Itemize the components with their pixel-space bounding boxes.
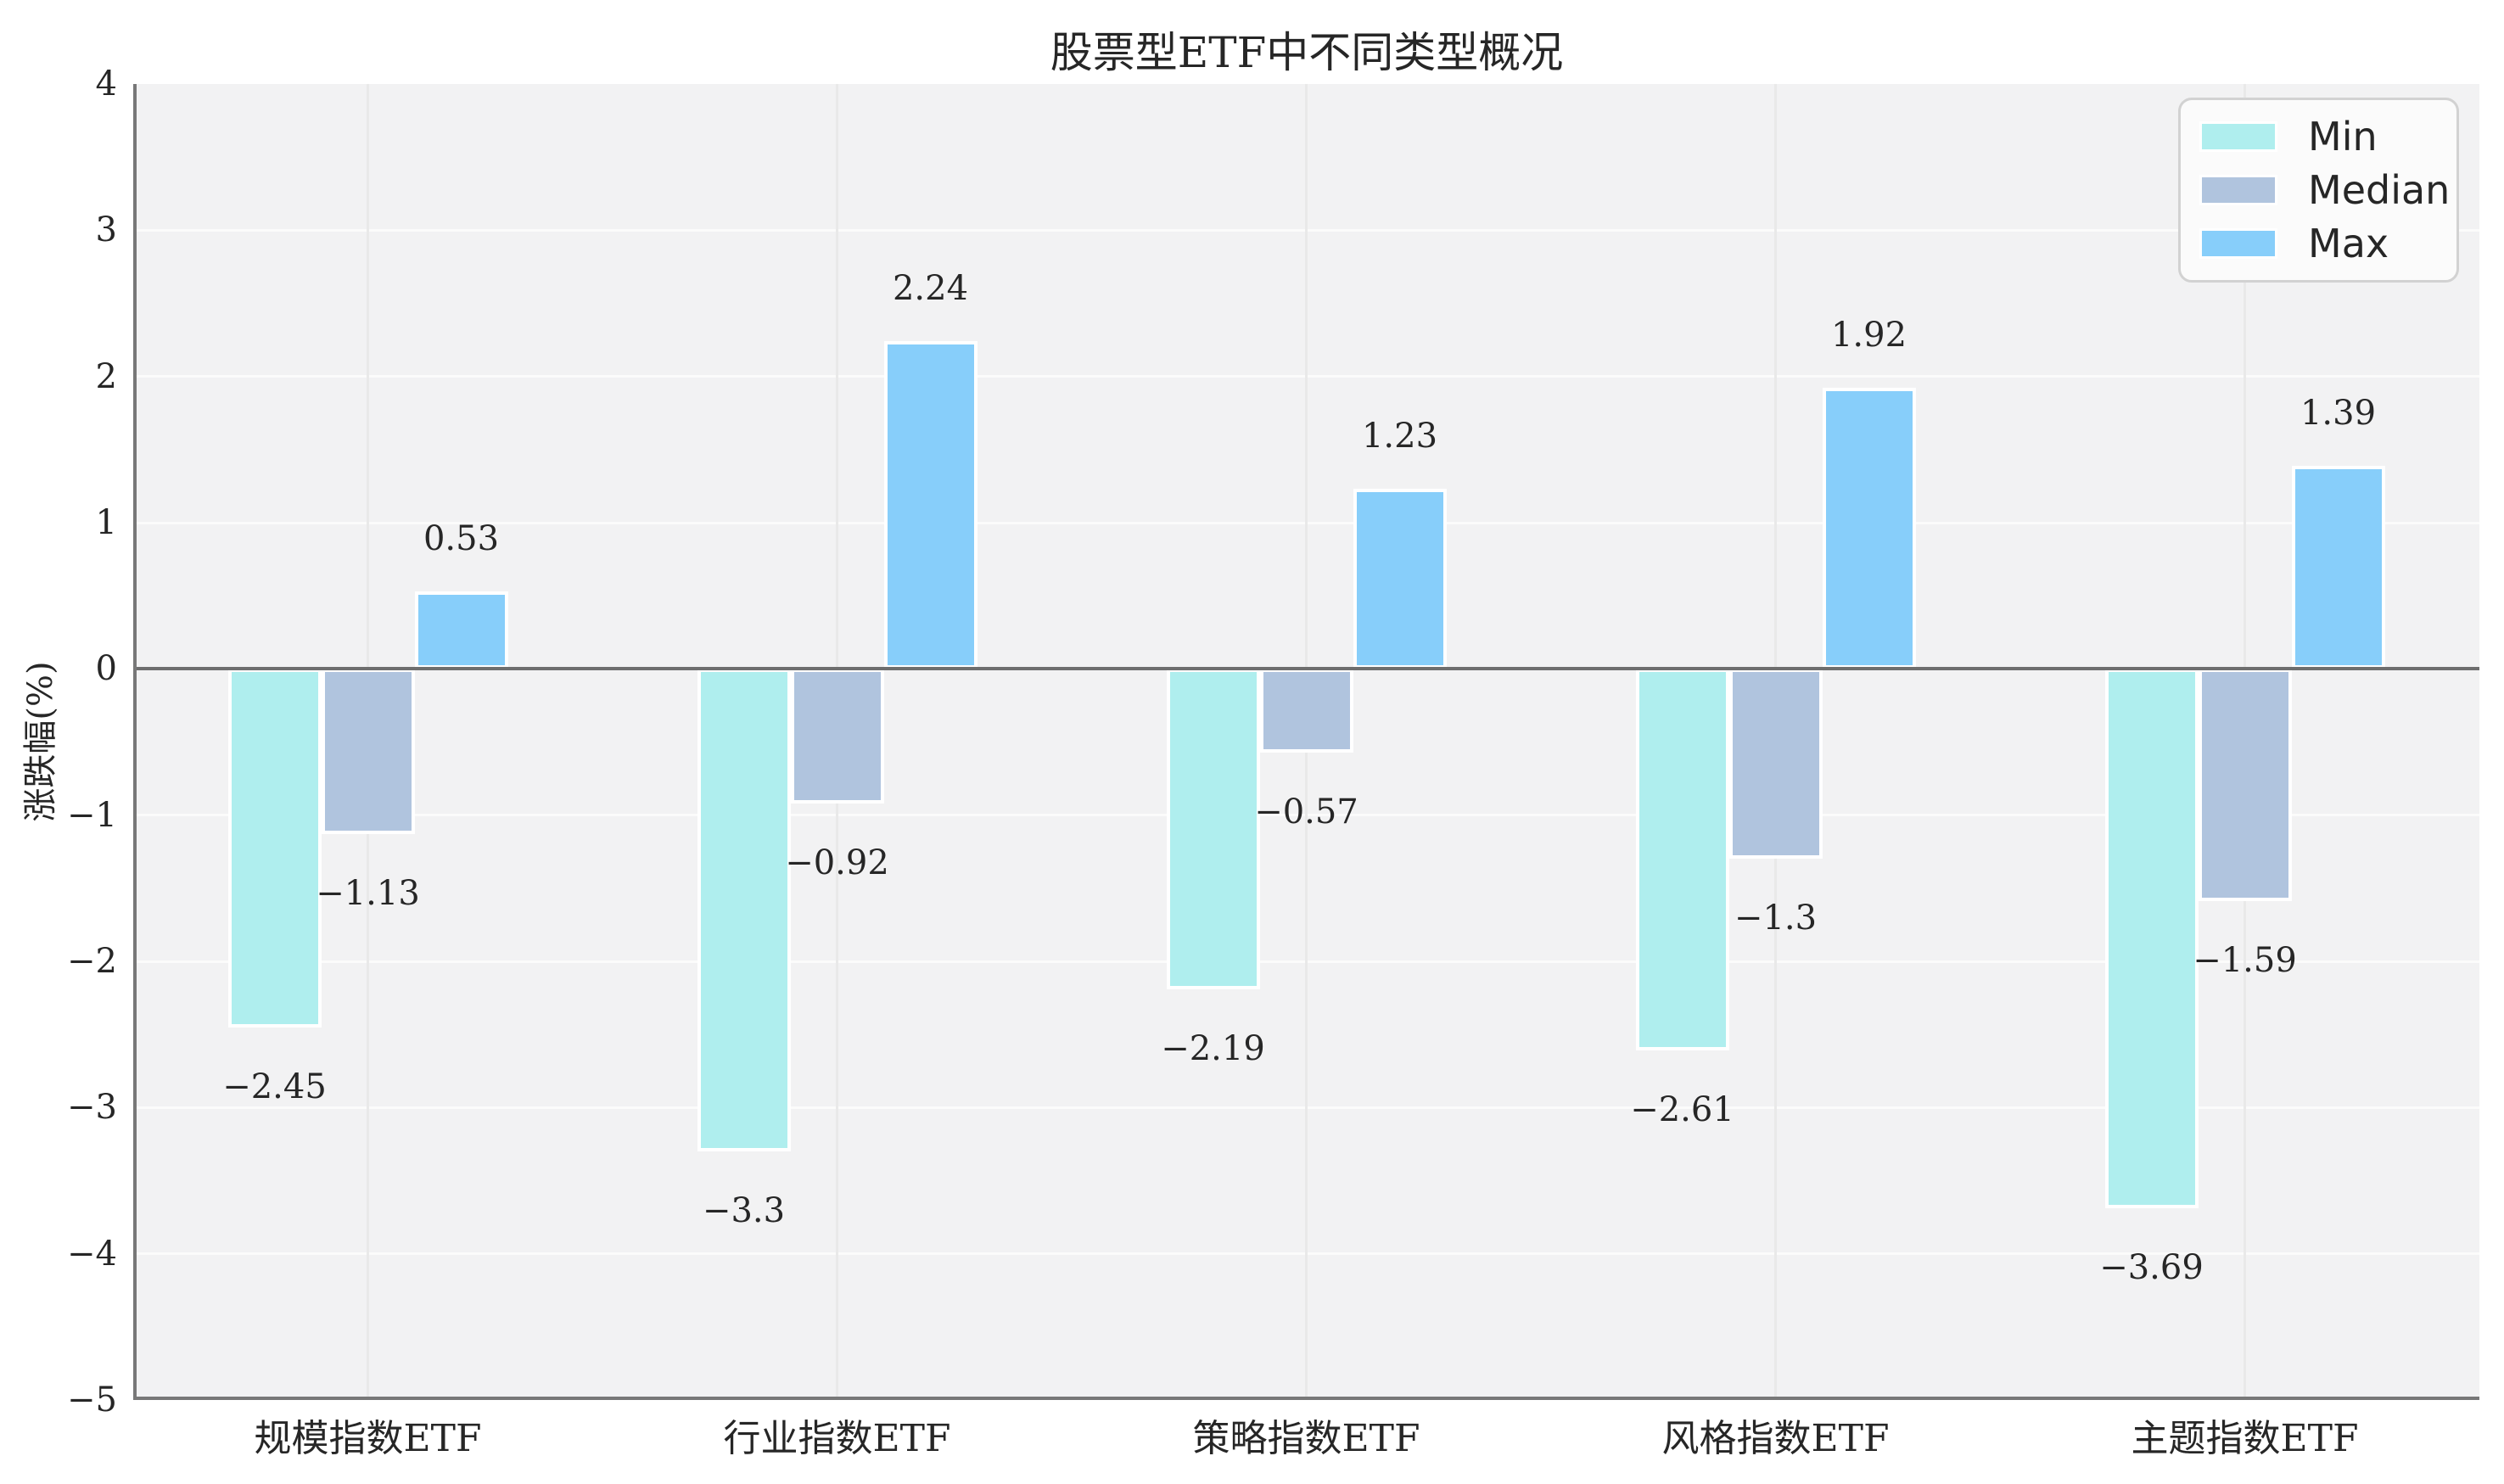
legend-item-max: Max: [2199, 224, 2438, 263]
x-tick-label-category-1: 规模指数ETF: [254, 1417, 482, 1460]
bar-median-5: [2198, 669, 2292, 902]
x-tick-label-category-3: 策略指数ETF: [1192, 1417, 1420, 1460]
legend-item-min: Min: [2199, 117, 2438, 156]
bar-value-label: −2.61: [1630, 1090, 1734, 1130]
bar-value-label: 1.39: [2300, 393, 2377, 433]
legend-label: Min: [2308, 114, 2378, 160]
bar-value-label: 0.53: [423, 518, 500, 558]
bar-value-label: −1.59: [2193, 941, 2297, 981]
y-tick-label: −4: [67, 1234, 117, 1274]
bar-value-label: −1.13: [316, 874, 420, 914]
bar-value-label: −0.92: [785, 843, 889, 882]
bar-value-label: −3.69: [2099, 1248, 2204, 1288]
bar-median-4: [1728, 669, 1823, 860]
legend-swatch-median: [2199, 175, 2277, 205]
bar-min-3: [1166, 669, 1260, 989]
y-tick-label: −2: [67, 942, 117, 981]
y-tick-label: 4: [95, 64, 117, 104]
y-tick-label: −3: [67, 1088, 117, 1128]
bar-max-1: [414, 591, 508, 669]
x-tick-label-category-4: 风格指数ETF: [1661, 1417, 1890, 1460]
legend-label: Median: [2308, 167, 2451, 213]
x-axis-spine: [133, 1397, 2479, 1400]
plot-area: −2.45 −3.3 −2.19 −2.61 −3.69 −1.13 −0.92 −0.57 −…: [133, 84, 2479, 1400]
bar-min-4: [1635, 669, 1729, 1051]
bar-value-label: 2.24: [892, 269, 969, 309]
y-tick-label: 3: [95, 210, 117, 250]
bar-value-label: −3.3: [702, 1191, 786, 1231]
bar-value-label: −0.57: [1254, 792, 1358, 832]
chart-title: 股票型ETF中不同类型概况: [1050, 28, 1564, 77]
x-tick-label-category-2: 行业指数ETF: [723, 1417, 951, 1460]
bar-value-label: −2.19: [1161, 1028, 1265, 1068]
bar-max-3: [1353, 489, 1447, 669]
bar-median-2: [790, 669, 884, 804]
legend-label: Max: [2308, 221, 2389, 266]
y-tick-label: 2: [95, 356, 117, 396]
zero-axis-line: [133, 667, 2479, 671]
legend-item-median: Median: [2199, 171, 2450, 210]
bar-median-1: [321, 669, 415, 835]
bar-min-1: [227, 669, 322, 1028]
legend-swatch-max: [2199, 228, 2277, 259]
bar-median-3: [1259, 669, 1353, 753]
legend-swatch-min: [2199, 121, 2277, 152]
y-axis-spine: [133, 84, 137, 1400]
bar-min-2: [697, 669, 791, 1152]
y-tick-label: −5: [67, 1380, 117, 1420]
y-tick-label: 1: [95, 503, 117, 542]
bar-max-4: [1822, 388, 1916, 669]
y-tick-label: 0: [95, 649, 117, 689]
bar-value-label: −1.3: [1734, 899, 1818, 938]
bar-max-2: [883, 341, 978, 669]
bar-min-5: [2104, 669, 2199, 1209]
bar-value-label: −2.45: [222, 1067, 327, 1106]
y-tick-label: −1: [67, 795, 117, 835]
legend: Min Median Max: [2178, 98, 2459, 283]
x-tick-label-category-5: 主题指数ETF: [2131, 1417, 2359, 1460]
bar-max-5: [2291, 465, 2385, 669]
bar-value-label: 1.92: [1830, 316, 1907, 356]
bar-value-label: 1.23: [1361, 417, 1438, 456]
